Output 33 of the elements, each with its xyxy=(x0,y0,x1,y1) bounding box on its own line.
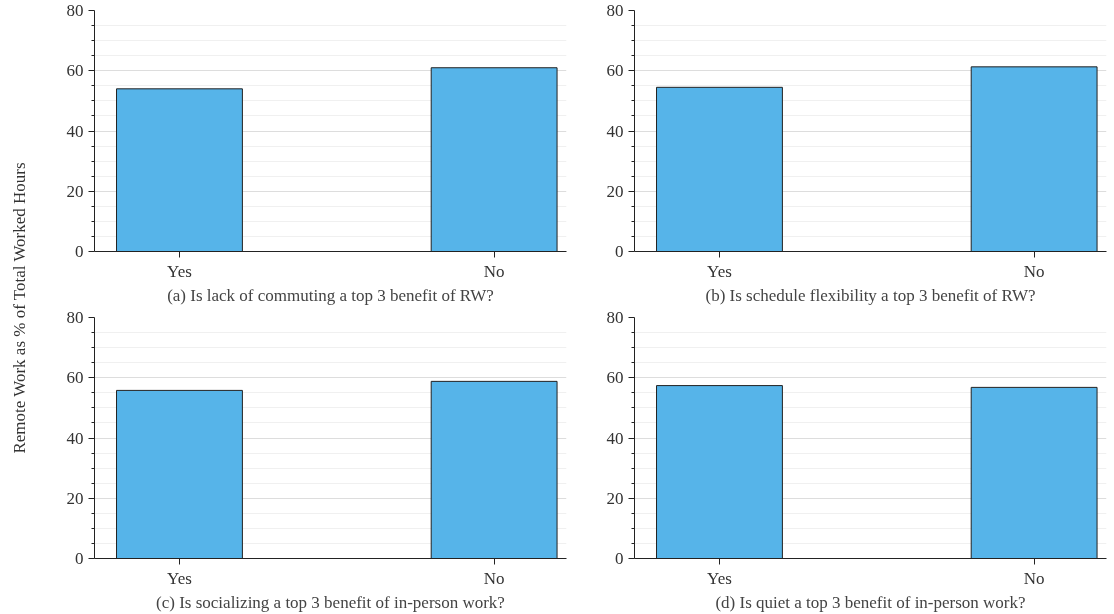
y-tick-label: 20 xyxy=(606,181,624,201)
y-tick-label: 0 xyxy=(615,549,624,568)
y-tick-label: 40 xyxy=(606,121,624,141)
x-axis-title: (a) Is lack of commuting a top 3 benefit of RW? xyxy=(167,285,494,305)
y-tick-label: 20 xyxy=(606,488,624,508)
x-tick-label: No xyxy=(483,261,505,281)
x-axis-title: (d) Is quiet a top 3 benefit of in-person work? xyxy=(715,592,1026,612)
y-tick-label: 40 xyxy=(66,428,84,448)
x-tick-label: No xyxy=(1023,261,1045,281)
y-tick-label: 80 xyxy=(66,308,84,327)
x-tick-label: Yes xyxy=(167,261,192,281)
y-tick-label: 80 xyxy=(66,1,84,20)
x-axis-title: (b) Is schedule flexibility a top 3 benefit of RW? xyxy=(705,285,1036,305)
y-tick-label: 20 xyxy=(66,488,84,508)
y-tick-label: 0 xyxy=(75,549,84,568)
y-tick-label: 40 xyxy=(606,428,624,448)
y-tick-label: 60 xyxy=(606,368,624,388)
y-tick-label: 60 xyxy=(606,61,624,81)
y-tick-label: 60 xyxy=(66,368,84,388)
y-axis-title: Remote Work as % of Total Worked Hours xyxy=(9,162,29,454)
y-tick-label: 60 xyxy=(66,61,84,81)
y-tick-label: 20 xyxy=(66,181,84,201)
x-tick-label: No xyxy=(1023,568,1045,588)
y-tick-label: 40 xyxy=(66,121,84,141)
y-tick-label: 0 xyxy=(75,242,84,261)
x-tick-label: Yes xyxy=(167,568,192,588)
x-tick-label: Yes xyxy=(707,261,732,281)
y-tick-label: 80 xyxy=(606,308,624,327)
x-axis-title: (c) Is socializing a top 3 benefit of in-person work? xyxy=(156,592,505,612)
y-tick-label: 80 xyxy=(606,1,624,20)
x-tick-label: No xyxy=(483,568,505,588)
y-tick-label: 0 xyxy=(615,242,624,261)
x-tick-label: Yes xyxy=(707,568,732,588)
